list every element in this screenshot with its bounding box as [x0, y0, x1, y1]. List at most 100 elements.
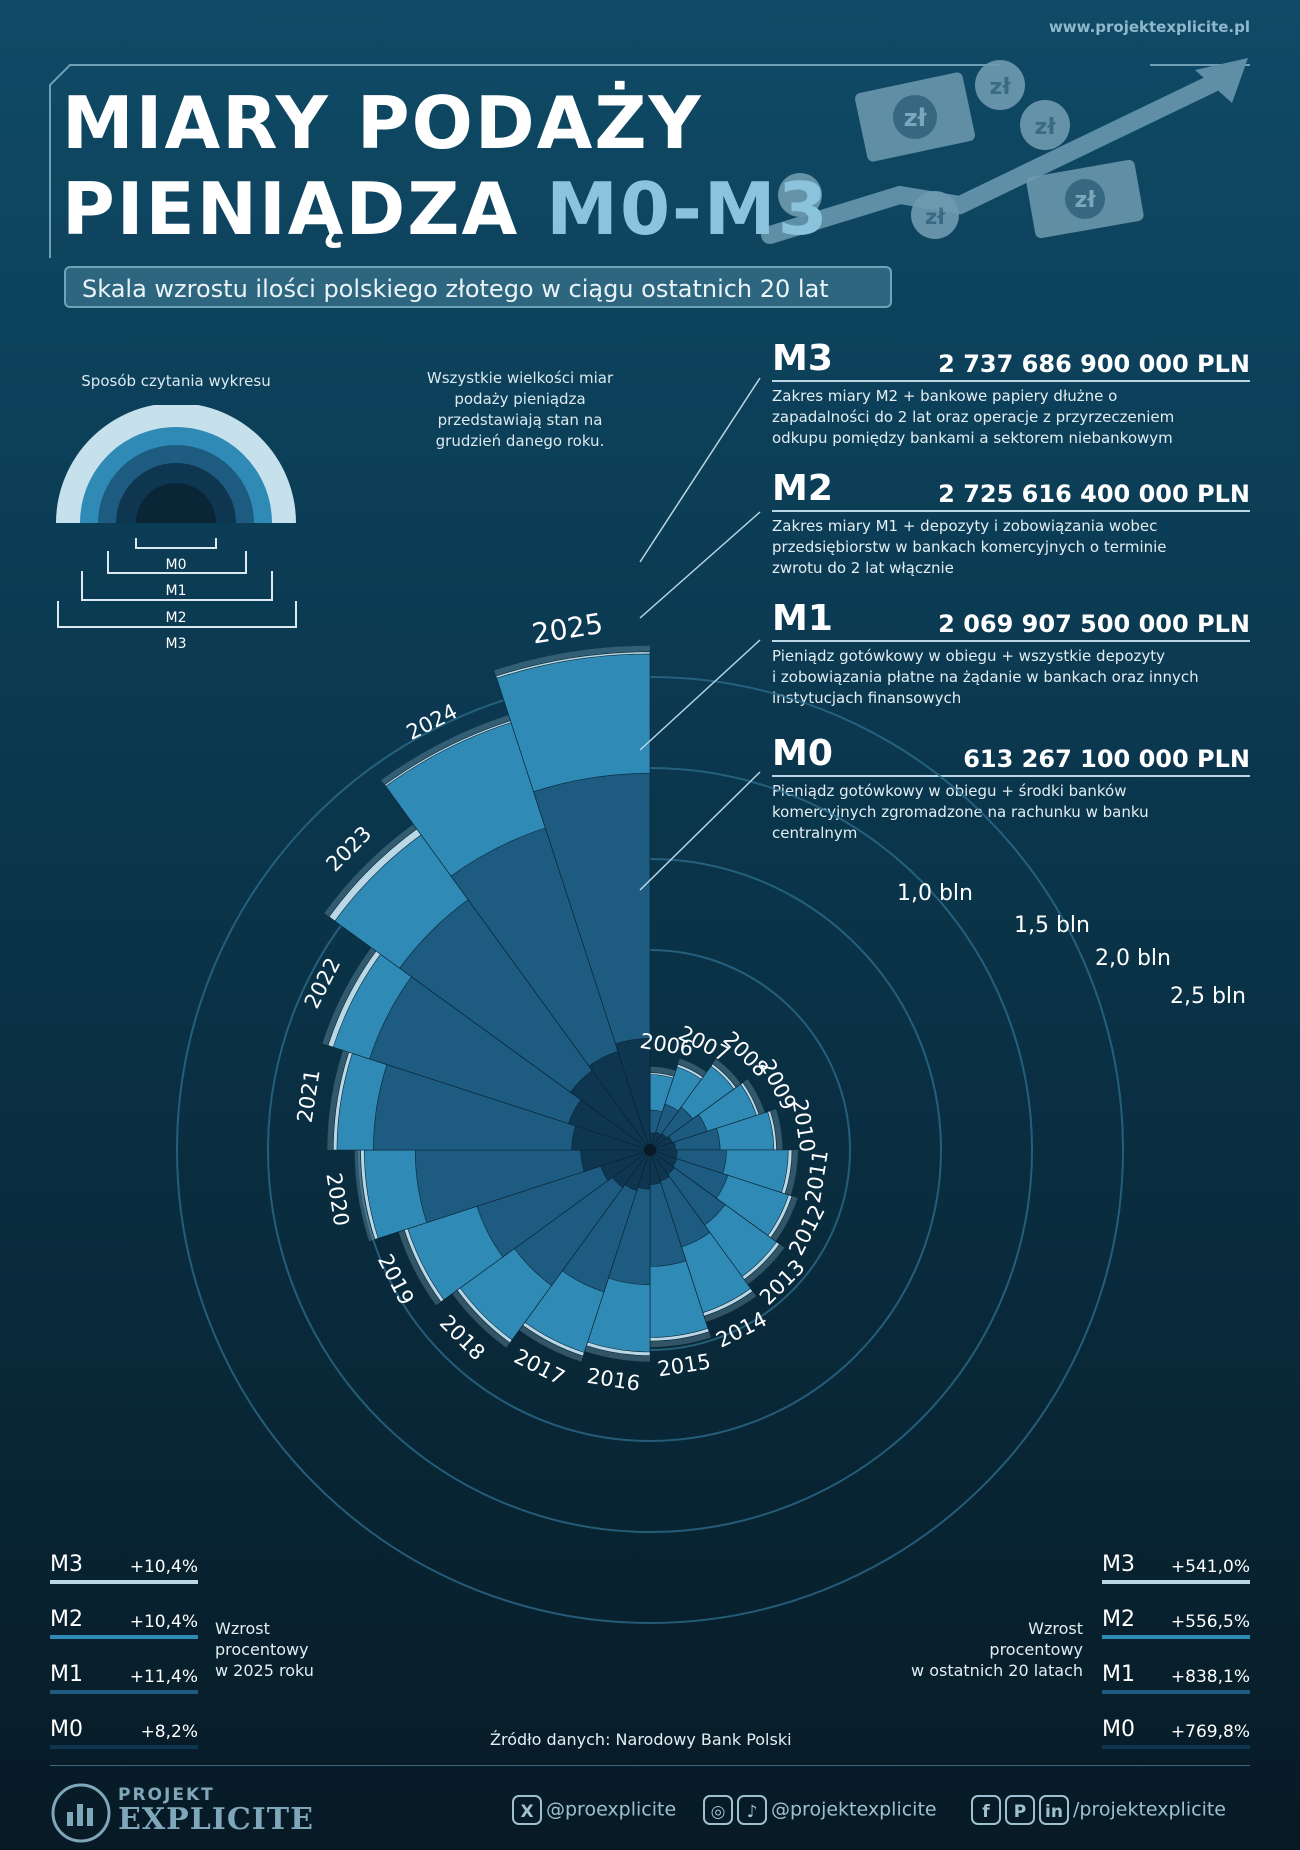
- svg-text:zł: zł: [904, 104, 928, 132]
- year-wedge-2020: [354, 1149, 651, 1242]
- year-wedge-2015: [649, 1149, 711, 1348]
- year-label: 2016: [585, 1364, 642, 1396]
- coin-icon: zł: [911, 191, 959, 239]
- year-wedge-2013: [649, 1149, 785, 1285]
- growth-value: +541,0%: [1170, 1557, 1250, 1577]
- growth-value: +10,4%: [129, 1612, 198, 1632]
- measure-m2: M2 2 725 616 400 000 PLN Zakres miary M1 +…: [772, 470, 1250, 579]
- page-title: MIARY PODAŻY PIENIĄDZA M0-M3: [62, 81, 830, 251]
- measure-value: 2 069 907 500 000 PLN: [938, 610, 1250, 638]
- growth-measure: M3: [1102, 1552, 1135, 1577]
- legend-label-m0: M0: [166, 557, 187, 573]
- svg-text:zł: zł: [1035, 115, 1057, 140]
- measure-name: M0: [772, 733, 833, 774]
- growth-measure: M0: [50, 1717, 83, 1742]
- measure-name: M3: [772, 338, 833, 379]
- measure-name: M1: [772, 598, 833, 639]
- social-ig-tiktok[interactable]: ◎ ♪ @projektexplicite: [703, 1795, 937, 1825]
- logo-icon: [51, 1783, 111, 1843]
- year-wedge-2007: [649, 1058, 707, 1151]
- facebook-icon: f: [971, 1795, 1001, 1825]
- measure-value: 2 737 686 900 000 PLN: [938, 350, 1250, 378]
- pinterest-icon: P: [1005, 1795, 1035, 1825]
- social-x[interactable]: X @proexplicite: [512, 1795, 676, 1825]
- radial-tick-label: 2,0 bln: [1095, 946, 1171, 971]
- linkedin-icon: in: [1039, 1795, 1069, 1825]
- svg-text:zł: zł: [1075, 188, 1097, 213]
- year-label: 2011: [801, 1148, 833, 1205]
- growth-m2: M2 +556,5%: [1102, 1607, 1250, 1639]
- connector-line: [639, 771, 761, 891]
- year-wedge-2023: [324, 824, 651, 1151]
- how-to-read-diagram: M0 M1 M2 M3: [56, 405, 297, 652]
- year-wedge-2018: [452, 1149, 651, 1348]
- growth-value: +10,4%: [129, 1557, 198, 1577]
- coin-icon: zł: [975, 60, 1025, 110]
- growth-2025-label: Wzrost procentowy w 2025 roku: [215, 1619, 314, 1680]
- site-url: www.projektexplicite.pl: [1048, 18, 1250, 36]
- logo-text-top: PROJEKT: [118, 1785, 215, 1805]
- year-wedge-2017: [519, 1149, 651, 1362]
- year-label: 2021: [293, 1068, 325, 1125]
- radial-tick-label: 1,0 bln: [897, 881, 973, 906]
- year-wedge-2011: [649, 1149, 798, 1196]
- coin-icon: zł: [1020, 100, 1070, 150]
- growth-m1: M1 +11,4%: [50, 1662, 198, 1694]
- chart-center: [644, 1144, 656, 1156]
- year-label: 2015: [656, 1349, 713, 1381]
- how-to-read-title: Sposób czytania wykresu: [81, 372, 271, 390]
- measure-description: Pieniądz gotówkowy w obiegu + środki ban…: [772, 782, 1149, 842]
- year-label: 2020: [321, 1171, 353, 1228]
- connector-line: [639, 511, 761, 619]
- logo-text-bottom: EXPLICITE: [118, 1802, 314, 1837]
- measure-name: M2: [772, 468, 833, 509]
- growth-value: +11,4%: [129, 1667, 198, 1687]
- year-wedge-2024: [381, 715, 651, 1151]
- growth-value: +838,1%: [1170, 1667, 1250, 1687]
- subtitle: Skala wzrostu ilości polskiego złotego w…: [64, 266, 892, 308]
- measure-value: 613 267 100 000 PLN: [963, 745, 1250, 773]
- bar-m0-2025: [615, 1038, 651, 1151]
- growth-measure: M1: [1102, 1662, 1135, 1687]
- measure-value: 2 725 616 400 000 PLN: [938, 480, 1250, 508]
- year-wedge-2012: [649, 1149, 798, 1242]
- growth-measure: M1: [50, 1662, 83, 1687]
- radial-tick-label: 2,5 bln: [1170, 984, 1246, 1009]
- x-icon: X: [512, 1795, 542, 1825]
- growth-measure: M0: [1102, 1717, 1135, 1742]
- legend-label-m1: M1: [166, 583, 187, 599]
- year-wedge-2025: [494, 645, 651, 1151]
- ig-tiktok-handle: @projektexplicite: [771, 1798, 937, 1821]
- x-handle: @proexplicite: [546, 1798, 677, 1821]
- year-wedge-2022: [322, 947, 651, 1151]
- banknote-icon: zł: [855, 72, 975, 162]
- year-label: 2025: [530, 607, 606, 651]
- growth-m3: M3 +541,0%: [1102, 1552, 1250, 1584]
- footer-divider: [50, 1765, 1250, 1766]
- svg-text:zł: zł: [990, 75, 1012, 100]
- tiktok-icon: ♪: [737, 1795, 767, 1825]
- legend-label-m2: M2: [166, 610, 187, 626]
- banknote-icon: zł: [1026, 159, 1144, 239]
- measure-m1: M1 2 069 907 500 000 PLN Pieniądz gotówkow…: [772, 600, 1250, 709]
- growth-m0: M0 +769,8%: [1102, 1717, 1250, 1749]
- instagram-icon: ◎: [703, 1795, 733, 1825]
- growth-20y-label: Wzrost procentowy w ostatnich 20 latach: [911, 1619, 1083, 1680]
- measure-m0: M0 613 267 100 000 PLN Pieniądz gotówkowy …: [772, 735, 1250, 844]
- growth-m0: M0 +8,2%: [50, 1717, 198, 1749]
- measure-description: Zakres miary M1 + depozyty i zobowiązani…: [772, 517, 1167, 577]
- header-decoration: zł zł zł zł zł: [49, 58, 1250, 258]
- other-handle: /projektexplicite: [1073, 1798, 1226, 1821]
- svg-text:zł: zł: [925, 205, 946, 229]
- data-source: Źródło danych: Narodowy Bank Polski: [490, 1730, 792, 1749]
- measure-m3: M3 2 737 686 900 000 PLN Zakres miary M2 +…: [772, 340, 1250, 449]
- year-wedge-2009: [649, 1079, 765, 1151]
- legend-label-m3: M3: [166, 636, 187, 652]
- growth-measure: M2: [1102, 1607, 1135, 1632]
- connector-line: [639, 639, 761, 751]
- year-wedge-2019: [398, 1149, 651, 1306]
- year-label: 2010: [788, 1097, 820, 1154]
- growth-m3: M3 +10,4%: [50, 1552, 198, 1584]
